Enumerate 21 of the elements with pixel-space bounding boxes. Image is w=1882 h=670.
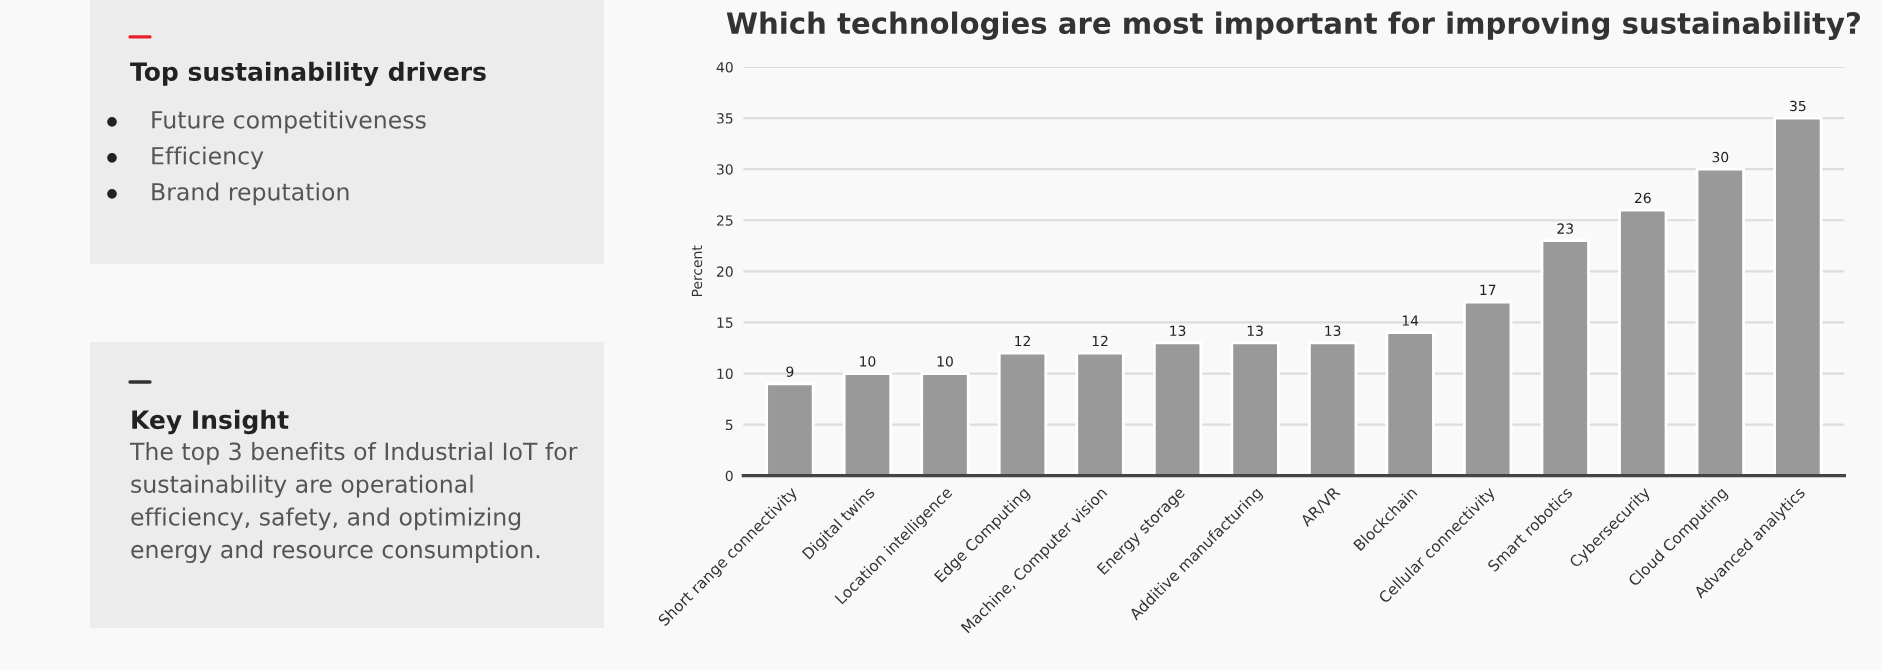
bar	[1230, 341, 1280, 476]
bar	[765, 382, 815, 476]
bar	[1773, 116, 1823, 476]
bar	[997, 351, 1048, 476]
bar	[1385, 331, 1435, 476]
bar	[1307, 341, 1358, 476]
bar	[1075, 351, 1125, 476]
chart-title: Which technologies are most important for improving sustainability?	[726, 11, 1861, 40]
bar	[1618, 208, 1668, 476]
bar	[1463, 300, 1513, 476]
bar	[1152, 341, 1203, 476]
bar	[1540, 239, 1590, 476]
text: Top sustainability drivers	[130, 61, 486, 87]
bar	[1695, 167, 1745, 476]
bar	[842, 372, 893, 476]
text: Brand reputation	[152, 182, 349, 206]
bar	[920, 372, 970, 476]
text: Future competitiveness	[152, 110, 426, 134]
text: The top 3 benefits of Industrial IoT for sustainability are operational efficiency, safety, and optimizing energy and resource consumption.	[129, 442, 578, 564]
text: Efficiency	[152, 146, 264, 170]
text: Key Insight	[132, 409, 289, 435]
